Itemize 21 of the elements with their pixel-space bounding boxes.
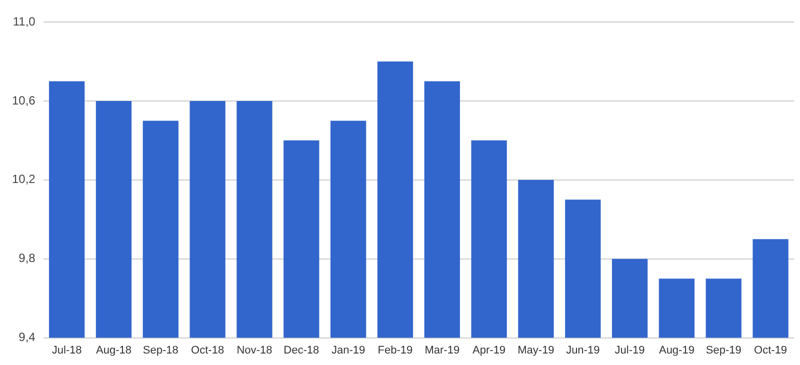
x-tick-label: Oct-18 xyxy=(191,344,224,356)
x-tick-label: Sep-18 xyxy=(142,344,178,356)
x-tick-label: May-19 xyxy=(518,344,554,356)
x-tick-label: Jan-19 xyxy=(331,344,366,356)
x-tick-label: Jul-18 xyxy=(52,344,82,356)
x-tick-label: Dec-18 xyxy=(284,344,320,356)
y-tick-label: 10,6 xyxy=(12,93,36,108)
x-tick-label: Nov-18 xyxy=(236,344,272,356)
x-tick-label: Jun-19 xyxy=(566,344,600,356)
x-tick-label: Feb-19 xyxy=(378,344,413,356)
y-tick-label: 9,8 xyxy=(18,251,36,266)
y-tick-label: 9,4 xyxy=(18,330,36,344)
x-tick-label: Oct-19 xyxy=(754,344,788,356)
x-tick-label: Jul-19 xyxy=(614,344,645,356)
x-tick-label: Mar-19 xyxy=(424,344,460,356)
y-tick-label: 10,2 xyxy=(12,172,36,186)
x-tick-label: Apr-19 xyxy=(472,344,506,356)
y-tick-label: 11,0 xyxy=(12,14,36,28)
x-tick-label: Aug-18 xyxy=(96,344,132,356)
x-tick-label: Aug-19 xyxy=(658,344,694,356)
x-tick-label: Sep-19 xyxy=(706,344,742,356)
